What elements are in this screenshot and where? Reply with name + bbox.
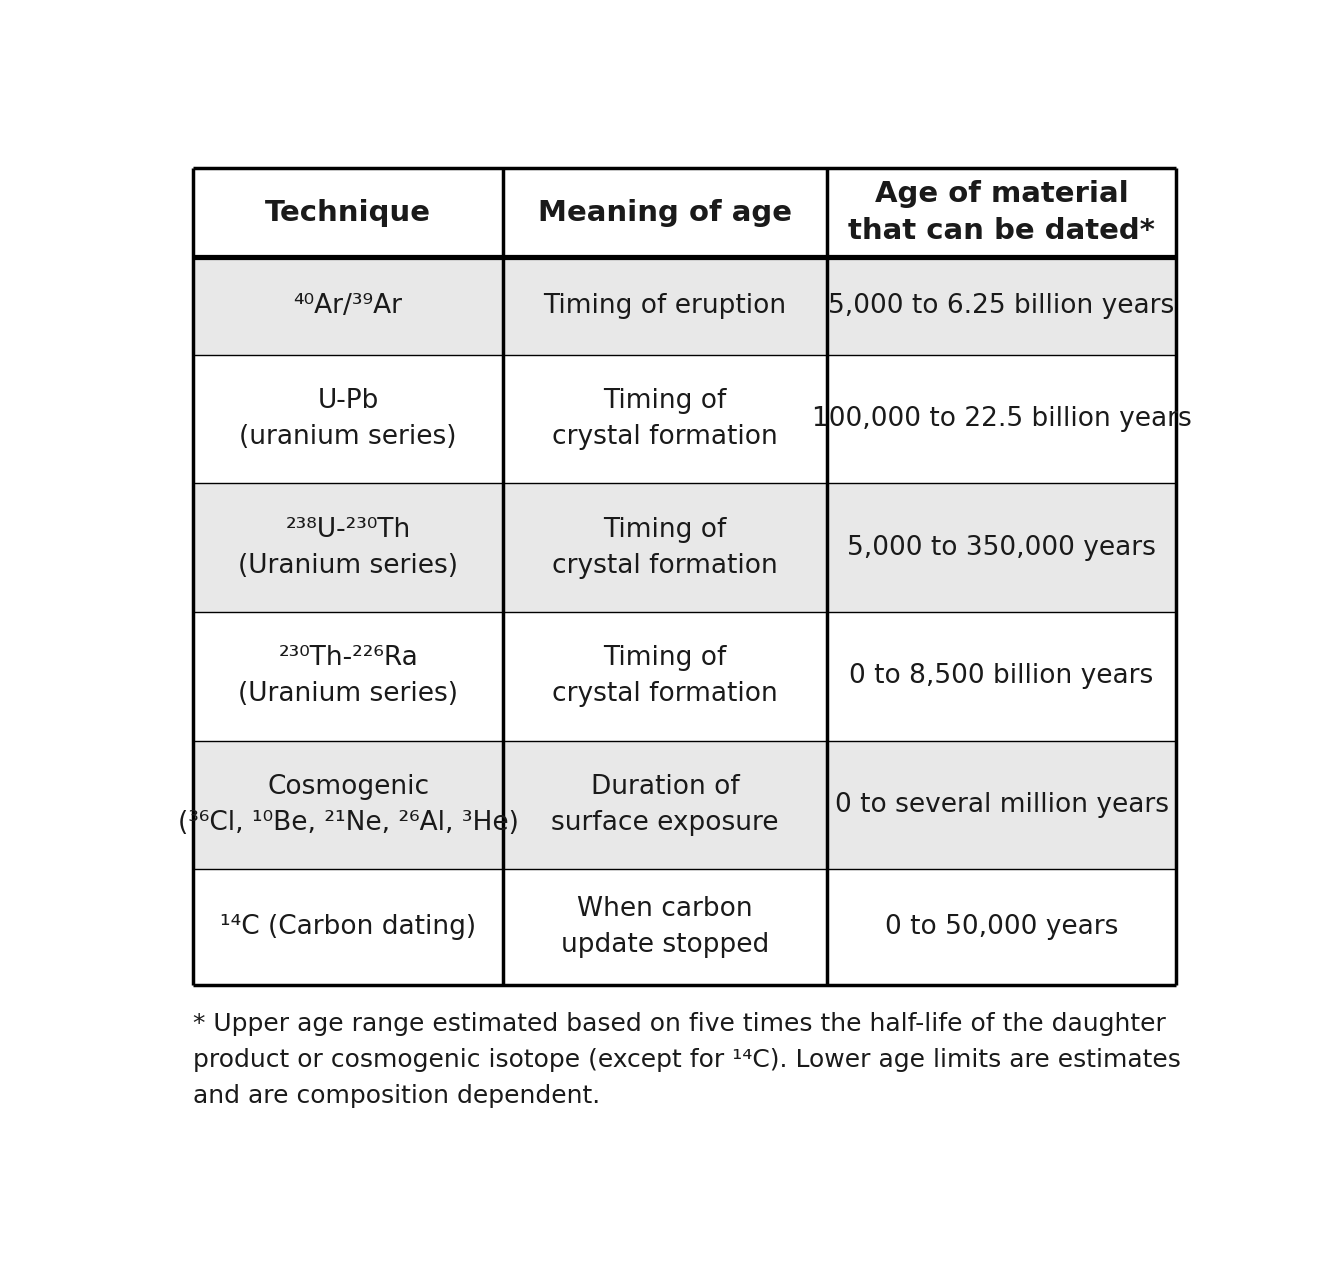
Bar [194,612,1176,741]
Text: 0 to several million years: 0 to several million years [835,792,1169,817]
Text: 5,000 to 6.25 billion years: 5,000 to 6.25 billion years [828,293,1174,319]
Text: ²³⁰Th-²²⁶Ra
(Uranium series): ²³⁰Th-²²⁶Ra (Uranium series) [238,645,458,708]
Bar [194,258,1176,354]
Text: 0 to 8,500 billion years: 0 to 8,500 billion years [850,663,1154,690]
Bar [194,741,1176,870]
Text: Timing of
crystal formation: Timing of crystal formation [552,516,778,579]
Text: Timing of
crystal formation: Timing of crystal formation [552,388,778,450]
Text: Duration of
surface exposure: Duration of surface exposure [552,774,779,836]
Text: Timing of
crystal formation: Timing of crystal formation [552,645,778,708]
Text: When carbon
update stopped: When carbon update stopped [561,896,770,958]
Bar [194,354,1176,483]
Bar [194,168,1176,258]
Text: U-Pb
(uranium series): U-Pb (uranium series) [239,388,457,450]
Text: Age of material
that can be dated*: Age of material that can be dated* [848,180,1156,245]
Text: Cosmogenic
(³⁶Cl, ¹⁰Be, ²¹Ne, ²⁶Al, ³He): Cosmogenic (³⁶Cl, ¹⁰Be, ²¹Ne, ²⁶Al, ³He) [178,774,518,836]
Text: 0 to 50,000 years: 0 to 50,000 years [884,914,1118,940]
Text: ²³⁸U-²³⁰Th
(Uranium series): ²³⁸U-²³⁰Th (Uranium series) [238,516,458,579]
Bar [194,870,1176,984]
Text: Technique: Technique [265,199,432,227]
Text: * Upper age range estimated based on five times the half-life of the daughter
pr: * Upper age range estimated based on fiv… [194,1011,1181,1108]
Text: Meaning of age: Meaning of age [538,199,792,227]
Text: ⁴⁰Ar/³⁹Ar: ⁴⁰Ar/³⁹Ar [294,293,402,319]
Text: 100,000 to 22.5 billion years: 100,000 to 22.5 billion years [812,405,1192,432]
Text: ¹⁴C (Carbon dating): ¹⁴C (Carbon dating) [220,914,476,940]
Text: Timing of eruption: Timing of eruption [544,293,787,319]
Text: 5,000 to 350,000 years: 5,000 to 350,000 years [847,534,1156,561]
Bar [194,483,1176,612]
